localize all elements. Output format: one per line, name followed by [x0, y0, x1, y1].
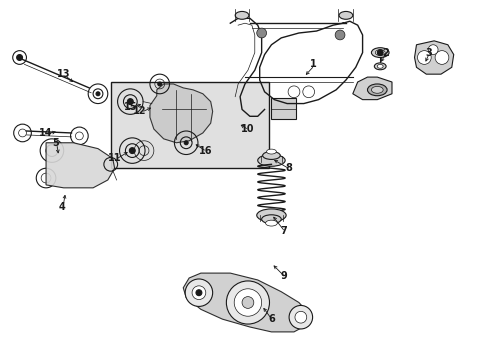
Polygon shape: [183, 273, 308, 332]
Polygon shape: [46, 143, 114, 188]
Circle shape: [434, 51, 448, 64]
Text: 4: 4: [58, 202, 65, 212]
Ellipse shape: [262, 152, 280, 159]
Ellipse shape: [377, 64, 383, 68]
Polygon shape: [150, 84, 212, 143]
Ellipse shape: [371, 48, 388, 58]
Bar: [110, 82, 269, 168]
Circle shape: [129, 148, 135, 153]
Circle shape: [17, 55, 22, 60]
Text: 2: 2: [381, 48, 387, 58]
Text: 8: 8: [285, 163, 292, 173]
Ellipse shape: [374, 63, 386, 70]
Ellipse shape: [367, 84, 386, 96]
Text: 13: 13: [57, 69, 70, 79]
Circle shape: [96, 92, 100, 96]
Circle shape: [234, 289, 261, 316]
Ellipse shape: [257, 154, 285, 166]
Text: 5: 5: [52, 138, 59, 148]
Circle shape: [184, 141, 188, 145]
Ellipse shape: [256, 209, 285, 222]
Text: 9: 9: [280, 271, 287, 281]
Text: 1: 1: [309, 59, 316, 69]
Text: 12: 12: [133, 107, 146, 116]
Ellipse shape: [235, 12, 248, 19]
Ellipse shape: [375, 50, 385, 55]
Ellipse shape: [266, 149, 276, 154]
Text: 15: 15: [123, 102, 137, 112]
Circle shape: [427, 45, 437, 55]
Circle shape: [196, 290, 202, 296]
Text: 14: 14: [39, 128, 53, 138]
Text: 6: 6: [267, 314, 274, 324]
Circle shape: [256, 28, 266, 38]
Ellipse shape: [265, 220, 277, 226]
Circle shape: [192, 286, 205, 300]
Circle shape: [158, 82, 162, 86]
Polygon shape: [352, 77, 391, 100]
Circle shape: [294, 311, 306, 323]
Circle shape: [242, 297, 253, 309]
Polygon shape: [414, 41, 453, 74]
Text: 7: 7: [280, 226, 287, 236]
Circle shape: [334, 30, 344, 40]
Bar: [271, 98, 295, 119]
Circle shape: [288, 305, 312, 329]
Text: 10: 10: [241, 124, 254, 134]
Text: 3: 3: [424, 48, 431, 58]
Circle shape: [127, 99, 133, 104]
Ellipse shape: [371, 86, 383, 93]
Circle shape: [185, 279, 212, 306]
Text: 11: 11: [108, 153, 121, 163]
Circle shape: [226, 281, 269, 324]
Ellipse shape: [338, 12, 352, 19]
Ellipse shape: [261, 215, 281, 224]
Circle shape: [377, 50, 383, 55]
Circle shape: [417, 51, 430, 64]
Text: 16: 16: [199, 145, 212, 156]
